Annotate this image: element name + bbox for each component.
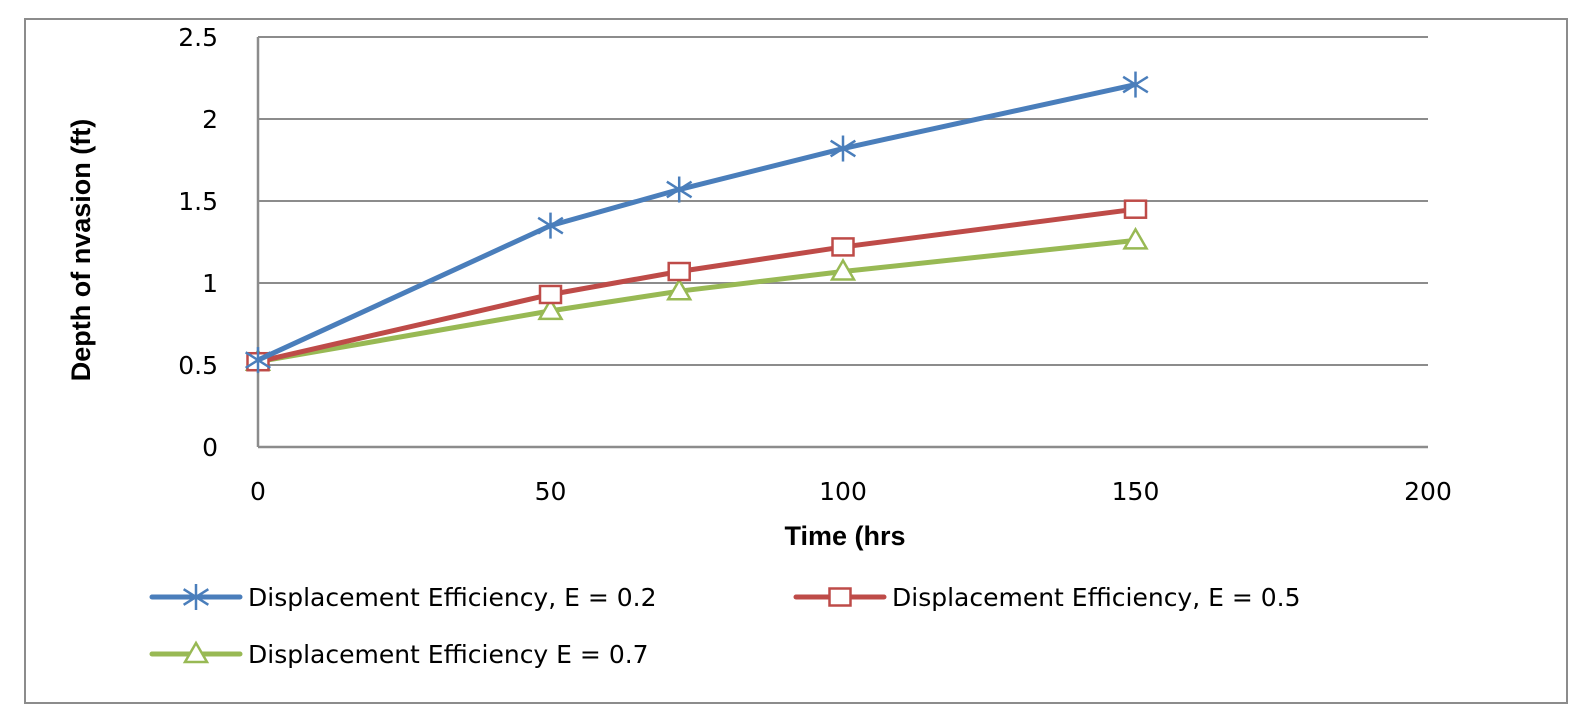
legend-marker-asterisk-icon [182,584,210,610]
chart-frame [24,18,1568,704]
legend-marker-triangle-icon [182,640,210,664]
data-point-2-4 [1123,199,1148,219]
x-tick-label: 0 [250,477,266,506]
y-tick-label: 1 [202,269,218,298]
data-point-1-1 [537,212,564,239]
legend-marker-square-icon [828,587,852,607]
legend: Displacement Efficiency, E = 0.2 Displace… [149,583,1301,669]
y-tick-label: 1.5 [178,187,218,216]
series-group [244,71,1149,374]
axes [256,37,1428,449]
x-tick-labels: 0 50 100 150 200 [250,477,1452,506]
data-point-2-1 [538,284,563,305]
x-tick-label: 50 [535,477,567,506]
y-tick-label: 2 [202,105,218,134]
y-tick-label: 2.5 [178,23,218,52]
legend-label: Displacement Efficiency, E = 0.2 [248,583,657,612]
series-1 [244,71,1149,374]
data-point-3-2 [666,277,693,301]
x-tick-label: 100 [819,477,867,506]
x-axis-title: Time (hrs [784,521,905,551]
data-point-1-0 [244,347,272,374]
data-point-1-3 [829,135,857,162]
data-point-1-2 [666,176,693,203]
y-tick-labels: 0 0.5 1 1.5 2 2.5 [178,23,218,462]
y-tick-label: 0 [202,433,218,462]
data-point-2-2 [667,261,691,282]
series-2 [246,199,1148,372]
legend-label: Displacement Efficiency E = 0.7 [248,640,649,669]
legend-item-3: Displacement Efficiency E = 0.7 [149,640,649,669]
data-point-3-3 [829,258,857,281]
x-tick-label: 200 [1404,477,1452,506]
y-tick-label: 0.5 [178,351,218,380]
y-axis-title: Depth of nvasion (ft) [66,119,96,381]
legend-label: Displacement Efficiency, E = 0.5 [892,583,1301,612]
gridlines [258,36,1428,366]
data-point-1-4 [1122,71,1149,98]
data-point-3-4 [1122,226,1149,250]
legend-item-1: Displacement Efficiency, E = 0.2 [149,583,657,612]
data-point-2-3 [831,237,855,257]
data-point-3-1 [537,297,564,321]
legend-item-2: Displacement Efficiency, E = 0.5 [793,583,1301,612]
x-tick-label: 150 [1112,477,1160,506]
